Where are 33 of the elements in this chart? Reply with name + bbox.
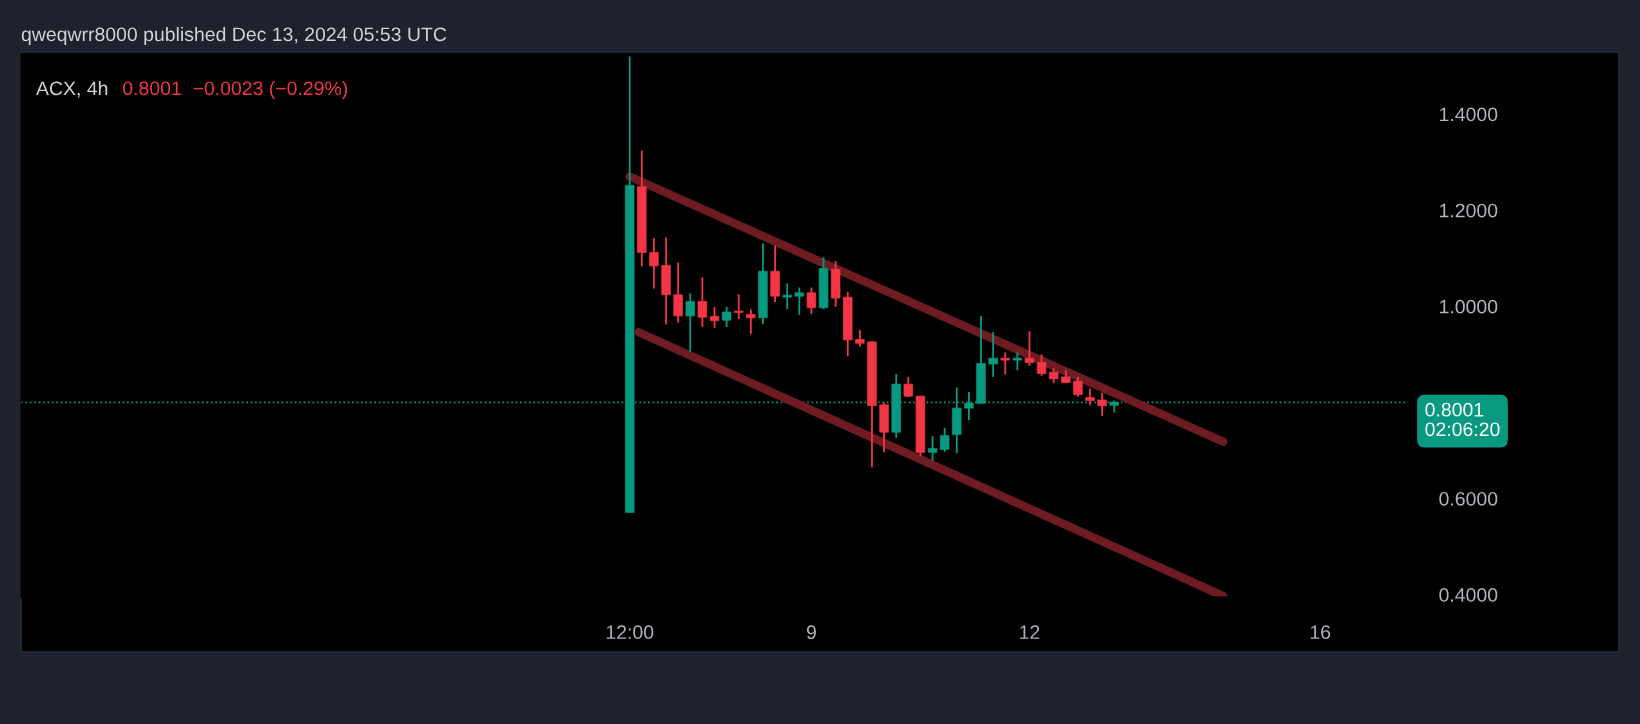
candlestick [1036, 353, 1047, 377]
candlestick [734, 293, 744, 321]
candlestick [927, 435, 938, 462]
x-tick-label: 9 [806, 625, 816, 640]
y-tick-label: 1.4000 [1440, 107, 1498, 122]
candlestick [1024, 330, 1035, 367]
candlestick [673, 261, 683, 324]
candlestick [806, 286, 817, 315]
candlestick [939, 426, 950, 453]
candlestick [685, 292, 695, 353]
x-tick-label: 16 [1310, 625, 1331, 640]
candlestick [794, 286, 805, 316]
candlestick [721, 305, 732, 328]
candlestick [649, 237, 659, 290]
y-tick-label: 0.6000 [1439, 491, 1498, 506]
candlestick [988, 331, 998, 378]
candlestick [709, 305, 720, 329]
chart-subtitle: qweqwrr8000 published Dec 13, 2024 05:53 UTC [21, 26, 447, 46]
y-tick-label: 1.0000 [1440, 299, 1498, 314]
y-tick-label: 1.2000 [1440, 203, 1498, 218]
annotation: 0.8001 −0.0023 (−0.29%) [123, 80, 348, 100]
candlestick [746, 308, 756, 336]
text: ACX, 4h [36, 80, 108, 98]
y-tick-label: 0.4000 [1439, 588, 1498, 602]
x-tick-label: 12:00 [606, 625, 654, 640]
candlestick [1000, 351, 1010, 376]
candlestick [1012, 351, 1023, 372]
ref-line-label: 0.8001 02:06:20 [1425, 402, 1500, 437]
candlestick [1073, 376, 1083, 398]
x-tick-label: 12 [1020, 625, 1040, 639]
candlestick [697, 276, 708, 328]
candlestick [782, 282, 792, 311]
candlestick [1097, 391, 1107, 417]
